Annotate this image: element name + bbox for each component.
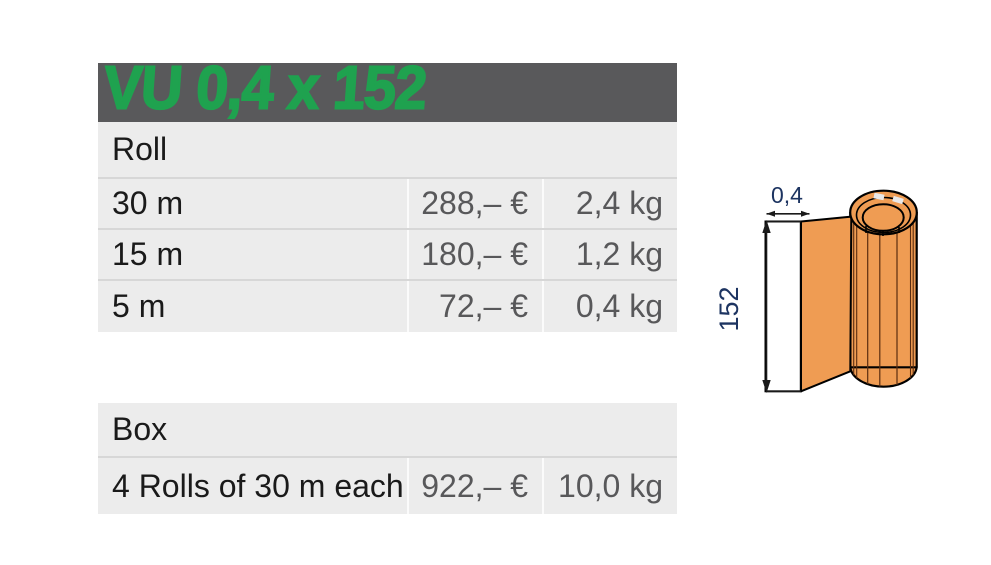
- svg-text:0,4: 0,4: [771, 182, 803, 208]
- svg-text:152: 152: [714, 286, 744, 331]
